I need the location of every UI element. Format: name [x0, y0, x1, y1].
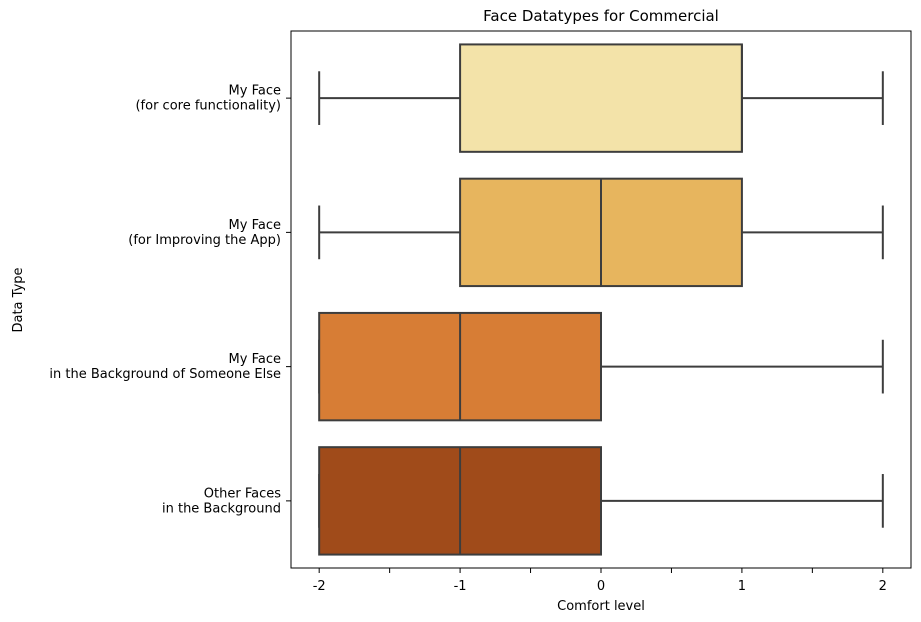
x-tick-label: 2 [879, 579, 887, 594]
y-tick-label: Other Faces [204, 486, 281, 501]
x-axis: -2 -1 0 1 2 [313, 568, 887, 594]
x-tick-label: 1 [738, 579, 746, 594]
x-tick-label: 0 [597, 579, 605, 594]
y-tick-label: (for Improving the App) [128, 233, 281, 248]
boxes-layer [318, 43, 884, 556]
y-tick-label: in the Background [162, 501, 281, 516]
box-group [318, 43, 884, 153]
x-axis-label: Comfort level [557, 599, 645, 614]
y-tick-label: (for core functionality) [135, 99, 281, 114]
y-tick-label: My Face [229, 352, 281, 367]
x-tick-label: -1 [454, 579, 467, 594]
box-group [318, 446, 884, 556]
y-tick-label: in the Background of Someone Else [49, 367, 281, 382]
box-group [318, 311, 884, 422]
x-tick-label: -2 [313, 579, 326, 594]
y-tick-label: My Face [229, 84, 281, 99]
y-tick-label: My Face [229, 218, 281, 233]
y-axis: My Face(for core functionality)My Face(f… [49, 84, 291, 516]
box-group [318, 177, 884, 288]
y-axis-label: Data Type [11, 267, 26, 332]
box [459, 43, 743, 153]
chart-title: Face Datatypes for Commercial [483, 7, 719, 25]
